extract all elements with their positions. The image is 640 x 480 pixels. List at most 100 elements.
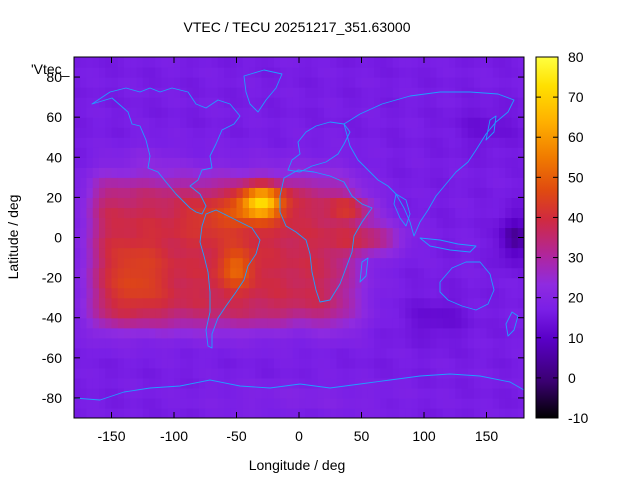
heatmap-cell: [517, 277, 524, 289]
heatmap-cell: [467, 137, 475, 148]
heatmap-cell: [467, 207, 475, 219]
heatmap-cell: [92, 257, 100, 269]
y-tick-label: 80: [46, 69, 62, 85]
heatmap-cell: [474, 327, 481, 339]
heatmap-cell: [124, 377, 131, 389]
heatmap-cell: [311, 307, 319, 319]
heatmap-cell: [436, 407, 444, 418]
heatmap-cell: [261, 227, 269, 239]
heatmap-cell: [299, 267, 306, 279]
heatmap-cell: [361, 77, 369, 88]
heatmap-cell: [349, 387, 356, 399]
heatmap-cell: [380, 157, 388, 168]
heatmap-cell: [380, 237, 388, 249]
heatmap-cell: [224, 117, 231, 128]
heatmap-cell: [211, 87, 219, 98]
heatmap-cell: [330, 357, 338, 369]
heatmap-cell: [186, 387, 194, 399]
heatmap-cell: [505, 97, 513, 108]
heatmap-cell: [136, 77, 144, 88]
heatmap-cell: [249, 237, 256, 249]
heatmap-cell: [436, 297, 444, 309]
heatmap-cell: [92, 367, 100, 379]
heatmap-cell: [86, 387, 94, 399]
heatmap-cell: [261, 247, 269, 259]
heatmap-cell: [299, 67, 306, 78]
heatmap-cell: [436, 107, 444, 118]
heatmap-cell: [149, 237, 156, 249]
heatmap-cell: [199, 157, 206, 168]
heatmap-cell: [324, 187, 331, 198]
heatmap-cell: [430, 327, 438, 339]
heatmap-cell: [136, 247, 144, 259]
heatmap-cell: [361, 397, 369, 409]
heatmap-cell: [324, 257, 331, 269]
heatmap-cell: [142, 77, 150, 88]
heatmap-cell: [174, 157, 181, 168]
heatmap-cell: [405, 97, 413, 108]
heatmap-cell: [92, 387, 100, 399]
heatmap-cell: [99, 177, 106, 188]
heatmap-cell: [174, 187, 181, 198]
heatmap-cell: [99, 157, 106, 168]
heatmap-cell: [86, 217, 94, 229]
heatmap-cell: [174, 167, 181, 178]
heatmap-cell: [411, 197, 419, 209]
heatmap-cell: [417, 127, 425, 138]
heatmap-cell: [330, 177, 338, 188]
heatmap-cell: [80, 357, 88, 369]
heatmap-cell: [386, 387, 394, 399]
heatmap-cell: [449, 287, 456, 299]
heatmap-cell: [280, 67, 288, 78]
heatmap-cell: [174, 217, 181, 229]
heatmap-cell: [461, 247, 469, 259]
heatmap-cell: [467, 327, 475, 339]
heatmap-cell: [511, 347, 519, 359]
heatmap-cell: [149, 347, 156, 359]
heatmap-cell: [455, 97, 463, 108]
heatmap-cell: [180, 357, 188, 369]
y-tick-label: -80: [42, 390, 62, 406]
heatmap-cell: [86, 267, 94, 279]
heatmap-cell: [405, 87, 413, 98]
heatmap-cell: [486, 247, 494, 259]
heatmap-cell: [149, 337, 156, 349]
heatmap-cell: [317, 307, 325, 319]
heatmap-cell: [192, 407, 200, 418]
heatmap-cell: [474, 127, 481, 138]
heatmap-cell: [130, 107, 138, 118]
heatmap-cell: [361, 147, 369, 158]
heatmap-cell: [86, 127, 94, 138]
coast-antarctica: [74, 373, 524, 401]
heatmap-cell: [286, 337, 294, 349]
heatmap-cell: [324, 347, 331, 359]
heatmap-cell: [380, 277, 388, 289]
heatmap-cell: [142, 297, 150, 309]
heatmap-cell: [474, 147, 481, 158]
heatmap-cell: [105, 387, 113, 399]
heatmap-cell: [111, 367, 119, 379]
heatmap-cell: [330, 107, 338, 118]
heatmap-cell: [474, 97, 481, 108]
heatmap-cell: [386, 197, 394, 209]
chart-title: VTEC / TECU 20251217_351.63000: [183, 19, 410, 35]
heatmap-cell: [386, 287, 394, 299]
heatmap-cell: [424, 297, 431, 309]
heatmap-cell: [305, 217, 313, 229]
heatmap-cell: [374, 197, 381, 209]
heatmap-cell: [449, 57, 456, 68]
heatmap-cell: [92, 207, 100, 219]
heatmap-cell: [180, 97, 188, 108]
heatmap-cell: [405, 67, 413, 78]
heatmap-cell: [374, 327, 381, 339]
coast-indonesia: [419, 237, 477, 253]
heatmap-cell: [442, 367, 450, 379]
heatmap-cell: [274, 67, 281, 78]
x-tick-label: 0: [295, 428, 303, 444]
heatmap-cell: [499, 287, 506, 299]
heatmap-cell: [486, 197, 494, 209]
heatmap-cell: [355, 267, 363, 279]
heatmap-cell: [505, 257, 513, 269]
heatmap-cell: [230, 367, 238, 379]
heatmap-cell: [161, 337, 169, 349]
